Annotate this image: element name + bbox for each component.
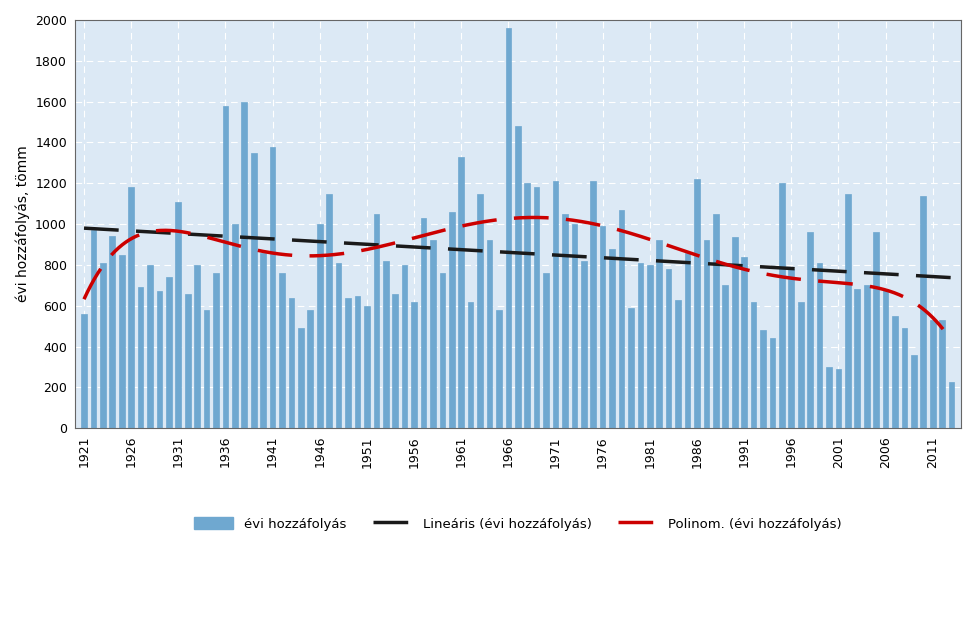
Bar xyxy=(289,297,295,428)
Bar xyxy=(817,263,823,428)
Bar xyxy=(411,302,417,428)
Bar xyxy=(364,306,370,428)
Bar xyxy=(939,320,945,428)
Bar xyxy=(552,181,558,428)
Bar xyxy=(354,295,360,428)
Bar xyxy=(789,269,794,428)
Bar xyxy=(147,265,153,428)
Bar xyxy=(807,232,813,428)
Bar xyxy=(184,293,190,428)
Bar xyxy=(769,338,775,428)
Bar xyxy=(902,328,908,428)
Bar xyxy=(581,261,587,428)
Bar xyxy=(326,193,332,428)
Bar xyxy=(524,183,530,428)
Bar xyxy=(675,300,681,428)
Bar xyxy=(949,382,955,428)
Bar xyxy=(562,214,568,428)
Bar xyxy=(496,310,502,428)
Bar xyxy=(826,367,832,428)
Bar xyxy=(251,152,257,428)
Bar xyxy=(119,255,125,428)
Bar xyxy=(797,302,803,428)
Bar xyxy=(534,188,540,428)
Bar xyxy=(666,269,671,428)
Bar xyxy=(704,241,710,428)
Bar xyxy=(392,293,398,428)
Bar xyxy=(232,224,238,428)
Y-axis label: évi hozzáfolyás, tömm: évi hozzáfolyás, tömm xyxy=(15,145,29,302)
Bar xyxy=(223,106,228,428)
Bar xyxy=(609,249,615,428)
Bar xyxy=(261,253,266,428)
Bar xyxy=(241,101,247,428)
Bar xyxy=(657,241,662,428)
Bar xyxy=(751,302,756,428)
Bar xyxy=(279,273,285,428)
Bar xyxy=(515,126,520,428)
Bar xyxy=(194,265,200,428)
Bar xyxy=(930,320,936,428)
Bar xyxy=(421,218,427,428)
Bar xyxy=(449,212,455,428)
Bar xyxy=(713,214,718,428)
Bar xyxy=(307,310,313,428)
Bar xyxy=(298,328,304,428)
Bar xyxy=(882,290,888,428)
Bar xyxy=(166,277,172,428)
Bar xyxy=(854,290,860,428)
Bar xyxy=(204,310,210,428)
Bar xyxy=(213,273,219,428)
Bar xyxy=(637,263,643,428)
Bar xyxy=(383,261,388,428)
Bar xyxy=(920,195,926,428)
Bar xyxy=(317,224,323,428)
Bar xyxy=(477,193,483,428)
Bar xyxy=(506,28,511,428)
Bar xyxy=(439,273,445,428)
Bar xyxy=(176,202,182,428)
Bar xyxy=(619,210,625,428)
Bar xyxy=(835,369,841,428)
Bar xyxy=(468,302,473,428)
Bar xyxy=(892,316,898,428)
Bar xyxy=(732,237,738,428)
Bar xyxy=(694,179,700,428)
Bar xyxy=(128,188,134,428)
Bar xyxy=(156,292,162,428)
Bar xyxy=(864,285,870,428)
Bar xyxy=(430,241,435,428)
Bar xyxy=(91,230,97,428)
Bar xyxy=(685,253,690,428)
Bar xyxy=(760,330,766,428)
Bar xyxy=(459,157,464,428)
Bar xyxy=(845,193,851,428)
Bar xyxy=(572,224,577,428)
Bar xyxy=(742,256,747,428)
Bar xyxy=(336,263,342,428)
Bar xyxy=(374,214,379,428)
Bar xyxy=(81,314,87,428)
Bar xyxy=(722,285,728,428)
Bar xyxy=(109,236,115,428)
Bar xyxy=(402,265,407,428)
Bar xyxy=(590,181,596,428)
Bar xyxy=(346,297,350,428)
Bar xyxy=(487,241,492,428)
Legend: évi hozzáfolyás, Lineáris (évi hozzáfolyás), Polinom. (évi hozzáfolyás): évi hozzáfolyás, Lineáris (évi hozzáfoly… xyxy=(188,512,847,536)
Bar xyxy=(138,287,143,428)
Bar xyxy=(779,183,785,428)
Bar xyxy=(874,232,879,428)
Bar xyxy=(269,147,275,428)
Bar xyxy=(600,226,605,428)
Bar xyxy=(647,265,653,428)
Bar xyxy=(544,273,549,428)
Bar xyxy=(911,355,916,428)
Bar xyxy=(629,308,633,428)
Bar xyxy=(100,263,105,428)
